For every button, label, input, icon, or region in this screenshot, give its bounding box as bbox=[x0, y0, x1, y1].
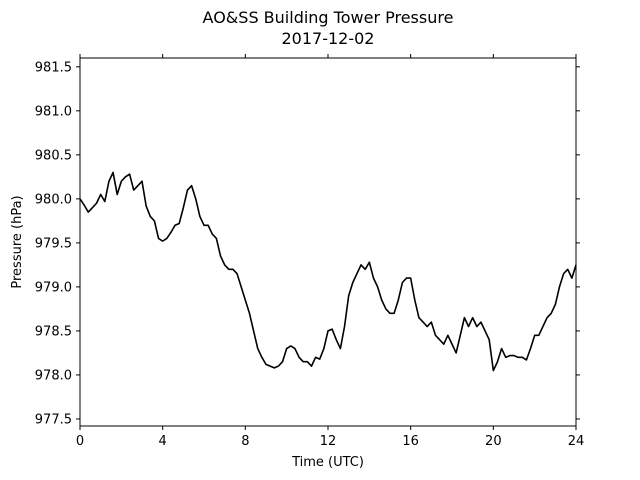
plot-area bbox=[79, 57, 577, 427]
x-tick-label: 4 bbox=[159, 434, 167, 449]
y-axis: 977.5 978.0 978.5 979.0 979.5 980.0 980.5 981.0… bbox=[35, 60, 580, 427]
series-line bbox=[79, 171, 577, 372]
x-tick-label: 12 bbox=[320, 434, 337, 449]
series-layer bbox=[79, 171, 577, 372]
y-tick-label: 981.0 bbox=[35, 104, 72, 119]
chart-title: AO&SS Building Tower Pressure bbox=[202, 8, 454, 27]
x-tick-label: 20 bbox=[485, 434, 502, 449]
x-tick-label: 24 bbox=[568, 434, 585, 449]
y-tick-label: 979.0 bbox=[35, 280, 72, 295]
x-tick-label: 0 bbox=[76, 434, 84, 449]
y-tick-label: 977.5 bbox=[35, 412, 72, 427]
x-tick-label: 16 bbox=[402, 434, 419, 449]
y-tick-label: 979.5 bbox=[35, 236, 72, 251]
y-axis-label: Pressure (hPa) bbox=[10, 195, 25, 288]
y-tick-label: 981.5 bbox=[35, 60, 72, 75]
y-tick-label: 978.5 bbox=[35, 324, 72, 339]
x-tick-label: 8 bbox=[241, 434, 249, 449]
x-axis: 0 4 8 12 16 20 24 bbox=[76, 54, 584, 449]
y-tick-label: 980.0 bbox=[35, 192, 72, 207]
x-axis-label: Time (UTC) bbox=[291, 455, 364, 470]
y-tick-label: 978.0 bbox=[35, 368, 72, 383]
chart-subtitle: 2017-12-02 bbox=[281, 29, 375, 48]
plot-frame bbox=[79, 57, 577, 427]
y-tick-label: 980.5 bbox=[35, 148, 72, 163]
